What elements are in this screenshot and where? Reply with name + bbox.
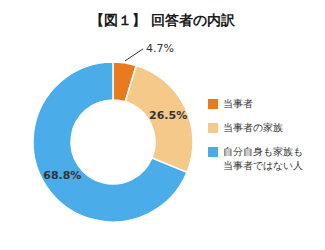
html-text:自分自身も家族も 当事者ではない人: 自分自身も家族も 当事者ではない人: [223, 145, 303, 171]
html-text:当事者: 当事者: [223, 97, 253, 109]
svg-text:68.8%: 68.8%: [43, 169, 81, 182]
html-text:【図１】 回答者の内訳: 【図１】 回答者の内訳: [90, 12, 235, 28]
svg-text:4.7%: 4.7%: [146, 42, 174, 55]
html-text:当事者の家族: 当事者の家族: [223, 121, 283, 133]
svg-text:26.5%: 26.5%: [149, 109, 187, 122]
